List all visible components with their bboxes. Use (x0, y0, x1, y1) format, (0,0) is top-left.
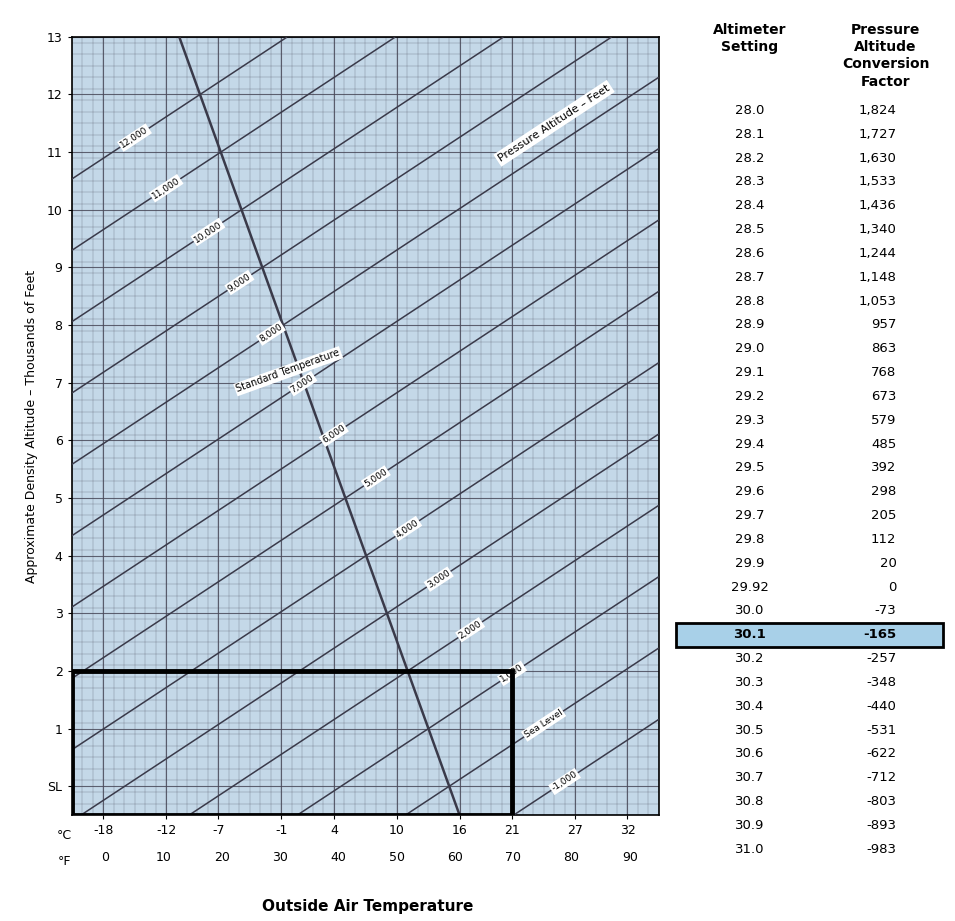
Text: 2,000: 2,000 (457, 619, 483, 640)
Text: 673: 673 (871, 390, 897, 402)
Text: 29.4: 29.4 (734, 437, 764, 450)
Text: 1,244: 1,244 (859, 247, 897, 260)
Text: 1,148: 1,148 (859, 271, 897, 284)
Text: 9,000: 9,000 (226, 272, 253, 294)
Text: 28.8: 28.8 (734, 295, 764, 308)
Text: 0: 0 (101, 851, 110, 864)
Text: -348: -348 (866, 676, 897, 689)
Text: 40: 40 (330, 851, 347, 864)
Text: 20: 20 (214, 851, 230, 864)
Text: 29.1: 29.1 (734, 366, 764, 379)
Text: 1,436: 1,436 (859, 199, 897, 212)
Bar (72, 671, 512, 815)
Text: 1,340: 1,340 (859, 223, 897, 236)
Text: 30.5: 30.5 (734, 724, 764, 737)
Text: -983: -983 (866, 843, 897, 856)
Text: Sea Level: Sea Level (522, 708, 564, 740)
Text: 30.1: 30.1 (733, 628, 766, 641)
Text: 957: 957 (871, 319, 897, 332)
Text: 28.3: 28.3 (734, 175, 764, 189)
Text: 7,000: 7,000 (289, 373, 315, 394)
Text: 28.2: 28.2 (734, 152, 764, 165)
Text: Outside Air Temperature: Outside Air Temperature (262, 899, 474, 914)
Text: 20: 20 (880, 556, 897, 570)
Text: 29.2: 29.2 (734, 390, 764, 402)
Text: 768: 768 (871, 366, 897, 379)
Text: 28.0: 28.0 (734, 104, 764, 117)
Text: -73: -73 (875, 604, 897, 617)
Text: 60: 60 (447, 851, 463, 864)
Text: -803: -803 (866, 795, 897, 808)
Text: -440: -440 (866, 700, 897, 713)
Text: 28.9: 28.9 (734, 319, 764, 332)
Text: 1,533: 1,533 (859, 175, 897, 189)
Text: 30: 30 (272, 851, 288, 864)
Text: 29.0: 29.0 (734, 343, 764, 356)
Text: 30.3: 30.3 (734, 676, 764, 689)
Text: 90: 90 (622, 851, 638, 864)
Text: 1,630: 1,630 (859, 152, 897, 165)
Text: 112: 112 (871, 533, 897, 546)
Text: 11,000: 11,000 (150, 176, 181, 201)
Text: 30.9: 30.9 (734, 819, 764, 832)
Text: 0: 0 (888, 580, 897, 593)
Text: 392: 392 (871, 461, 897, 474)
Text: 70: 70 (505, 851, 521, 864)
Text: 579: 579 (871, 414, 897, 426)
Text: 10,000: 10,000 (192, 219, 223, 244)
Text: 28.7: 28.7 (734, 271, 764, 284)
Text: 298: 298 (871, 485, 897, 498)
Text: 28.5: 28.5 (734, 223, 764, 236)
Text: Pressure
Altitude
Conversion
Factor: Pressure Altitude Conversion Factor (841, 23, 929, 88)
Text: 29.8: 29.8 (734, 533, 764, 546)
Text: 30.0: 30.0 (734, 604, 764, 617)
Text: 28.6: 28.6 (734, 247, 764, 260)
Text: -165: -165 (863, 628, 897, 641)
Text: 30.7: 30.7 (734, 771, 764, 784)
Text: 1,000: 1,000 (499, 662, 525, 684)
Text: 205: 205 (871, 509, 897, 522)
Text: 485: 485 (871, 437, 897, 450)
Text: 29.7: 29.7 (734, 509, 764, 522)
Text: 50: 50 (389, 851, 405, 864)
Text: 30.2: 30.2 (734, 652, 764, 665)
Text: 3,000: 3,000 (426, 568, 452, 590)
Text: 5,000: 5,000 (363, 467, 389, 489)
Y-axis label: Approximate Density Altitude – Thousands of Feet: Approximate Density Altitude – Thousands… (26, 270, 38, 582)
Text: °C: °C (56, 829, 72, 842)
Bar (676, 624, 943, 647)
Text: 6,000: 6,000 (321, 424, 347, 445)
Text: 30.6: 30.6 (734, 747, 764, 761)
Text: 80: 80 (563, 851, 580, 864)
Text: -531: -531 (866, 724, 897, 737)
Text: 28.1: 28.1 (734, 128, 764, 141)
Text: -1,000: -1,000 (550, 770, 579, 793)
Text: Standard Temperature: Standard Temperature (235, 348, 341, 394)
Text: 29.5: 29.5 (734, 461, 764, 474)
Text: 28.4: 28.4 (734, 199, 764, 212)
Text: 29.3: 29.3 (734, 414, 764, 426)
Text: 31.0: 31.0 (734, 843, 764, 856)
Text: 30.4: 30.4 (734, 700, 764, 713)
Text: 29.9: 29.9 (734, 556, 764, 570)
Text: 29.92: 29.92 (731, 580, 769, 593)
Text: Altimeter
Setting: Altimeter Setting (712, 23, 786, 54)
Text: 1,727: 1,727 (859, 128, 897, 141)
Text: -622: -622 (866, 747, 897, 761)
Text: 4,000: 4,000 (394, 518, 420, 540)
Text: 10: 10 (156, 851, 172, 864)
Text: 1,053: 1,053 (859, 295, 897, 308)
Text: -257: -257 (866, 652, 897, 665)
Text: 30.8: 30.8 (734, 795, 764, 808)
Text: °F: °F (58, 855, 72, 868)
Text: 8,000: 8,000 (258, 322, 285, 344)
Text: 1,824: 1,824 (859, 104, 897, 117)
Text: -712: -712 (866, 771, 897, 784)
Text: 863: 863 (871, 343, 897, 356)
Text: -893: -893 (866, 819, 897, 832)
Text: 29.6: 29.6 (734, 485, 764, 498)
Text: Pressure Altitude – Feet: Pressure Altitude – Feet (497, 83, 611, 164)
Text: 12,000: 12,000 (119, 125, 150, 150)
